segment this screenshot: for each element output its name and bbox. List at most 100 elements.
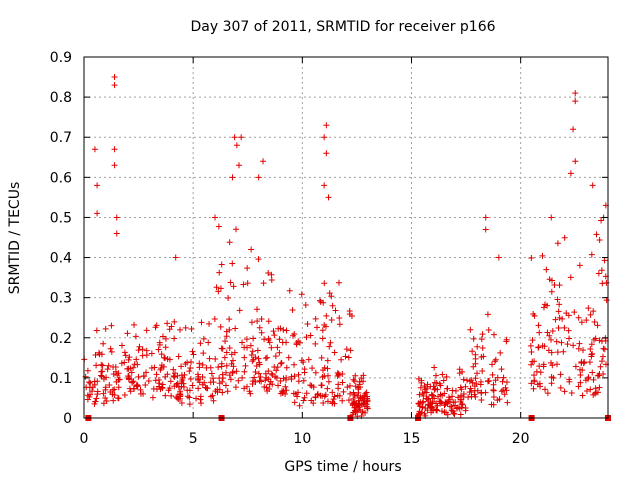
data-point [253, 306, 260, 313]
data-point [218, 360, 225, 367]
data-point [149, 394, 156, 401]
data-point [194, 371, 201, 378]
data-point [239, 339, 246, 346]
data-point [249, 358, 256, 365]
data-point [490, 387, 497, 394]
data-point [599, 280, 606, 287]
data-point [554, 296, 561, 303]
data-point [153, 371, 160, 378]
data-point [200, 350, 207, 357]
data-point [256, 324, 263, 331]
data-point [195, 385, 202, 392]
data-point [196, 379, 203, 386]
data-point [215, 364, 222, 371]
data-point [319, 327, 326, 334]
data-point [469, 348, 476, 355]
y-tick-label: 0.7 [50, 130, 72, 146]
data-point [206, 320, 213, 327]
data-point [446, 396, 453, 403]
data-point [576, 262, 583, 269]
data-point [339, 397, 346, 404]
data-point [94, 182, 101, 189]
data-point [528, 361, 535, 368]
data-point [495, 254, 502, 261]
data-point [254, 347, 261, 354]
data-point [247, 342, 254, 349]
data-point [489, 361, 496, 368]
data-point [173, 394, 180, 401]
data-point [135, 373, 142, 380]
data-point [217, 323, 224, 330]
data-point [540, 363, 547, 370]
data-point [557, 384, 564, 391]
data-point [598, 338, 605, 345]
data-point [492, 356, 499, 363]
data-point [472, 375, 479, 382]
data-point [110, 397, 117, 404]
data-point [186, 394, 193, 401]
data-point [302, 302, 309, 309]
data-point [423, 385, 430, 392]
data-point [265, 337, 272, 344]
data-point [211, 315, 218, 322]
data-point [581, 359, 588, 366]
data-point [121, 359, 128, 366]
data-point [222, 382, 229, 389]
data-point [236, 307, 243, 314]
data-point [268, 344, 275, 351]
data-point [462, 405, 469, 412]
data-point [206, 355, 213, 362]
y-axis-label: SRMTID / TECUs [7, 182, 23, 295]
data-point [592, 385, 599, 392]
data-point [182, 360, 189, 367]
data-point [155, 346, 162, 353]
data-point [438, 408, 445, 415]
data-point [497, 349, 504, 356]
data-point [558, 339, 565, 346]
data-point [310, 384, 317, 391]
data-point [364, 398, 371, 405]
data-point [151, 364, 158, 371]
data-point [199, 361, 206, 368]
data-point [479, 331, 486, 338]
data-point [231, 349, 238, 356]
data-point [282, 390, 289, 397]
data-point [226, 316, 233, 323]
data-point [196, 364, 203, 371]
data-point [323, 312, 330, 319]
data-point [589, 182, 596, 189]
data-point [440, 377, 447, 384]
data-point [102, 325, 109, 332]
data-point [255, 355, 262, 362]
data-point [140, 373, 147, 380]
data-point [548, 288, 555, 295]
data-point [455, 404, 462, 411]
data-point [321, 182, 328, 189]
data-point [351, 392, 358, 399]
data-point [235, 377, 242, 384]
data-point [537, 369, 544, 376]
data-point [474, 370, 481, 377]
data-point [585, 375, 592, 382]
data-point [223, 349, 230, 356]
data-point [347, 390, 354, 397]
data-point [214, 386, 221, 393]
data-point [263, 374, 270, 381]
data-point [244, 280, 251, 287]
data-point [553, 338, 560, 345]
x-tick-label: 20 [512, 431, 530, 447]
data-point [527, 342, 534, 349]
data-point [600, 345, 607, 352]
chart-title: Day 307 of 2011, SRMTID for receiver p16… [190, 19, 495, 35]
data-point [100, 340, 107, 347]
data-point [296, 402, 303, 409]
data-point [238, 134, 245, 141]
data-point [285, 354, 292, 361]
data-point [115, 395, 122, 402]
data-point [268, 271, 275, 278]
data-point [572, 363, 579, 370]
data-point [557, 371, 564, 378]
data-point [229, 357, 236, 364]
data-point [251, 374, 258, 381]
data-point [228, 351, 235, 358]
